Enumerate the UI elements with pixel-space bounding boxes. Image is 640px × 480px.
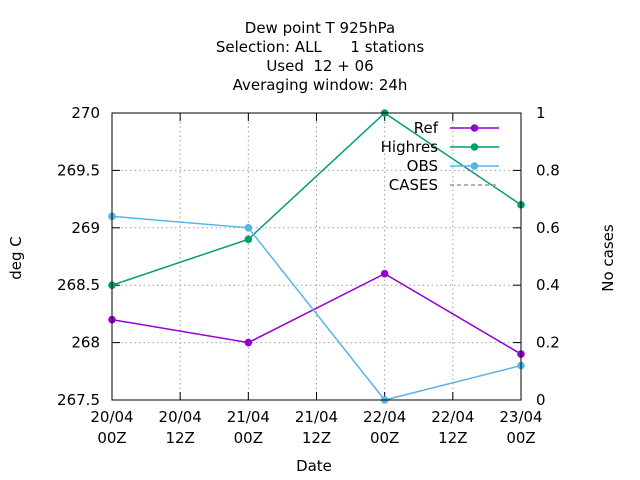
y-tick-label: 268	[71, 334, 100, 352]
x-tick-label-hour: 00Z	[506, 429, 535, 447]
legend-label-cases: CASES	[389, 176, 438, 194]
x-tick-label-date: 20/04	[90, 408, 133, 426]
plot-frame	[111, 112, 522, 401]
x-tick-label-hour: 12Z	[302, 429, 331, 447]
x-tick-label-hour: 00Z	[97, 429, 126, 447]
legend-label-highres: Highres	[381, 138, 439, 156]
y2-axis-label: No cases	[599, 224, 617, 292]
data-point-ref	[244, 338, 253, 347]
data-point-obs	[244, 224, 253, 232]
x-tick-label-date: 22/04	[431, 408, 474, 426]
y-axis-tick-labels: 267.5 268 268.5 269 269.5 270	[57, 104, 100, 409]
x-tick-label-hour: 00Z	[370, 429, 399, 447]
y-axis-label: deg C	[7, 236, 25, 280]
x-tick-label-hour: 00Z	[234, 429, 263, 447]
x-tick-label-date: 20/04	[159, 408, 202, 426]
title-line-3: Used 12 + 06	[266, 57, 373, 75]
y2-tick-label: 1	[536, 104, 546, 122]
data-point-highres	[244, 235, 253, 244]
title-line-2: Selection: ALL 1 stations	[216, 38, 424, 56]
title-line-1: Dew point T 925hPa	[245, 19, 395, 37]
legend-marker-ref	[470, 124, 479, 132]
x-axis-tick-labels: 20/04 00Z 20/04 12Z 21/04 00Z 21/04 12Z 22/04 00Z…	[90, 408, 542, 447]
x-tick-label-date: 21/04	[295, 408, 338, 426]
chart-title: Dew point T 925hPa Selection: ALL 1 stat…	[216, 19, 424, 94]
y-tick-label: 270	[71, 104, 100, 122]
x-tick-label-date: 21/04	[227, 408, 270, 426]
grid-lines	[112, 113, 521, 400]
y2-tick-label: 0.2	[536, 334, 560, 352]
legend-label-ref: Ref	[414, 119, 439, 137]
y2-tick-label: 0.8	[536, 161, 560, 179]
y-tick-label: 269.5	[57, 161, 100, 179]
x-axis-label: Date	[296, 457, 332, 475]
y-tick-label: 268.5	[57, 276, 100, 294]
y-tick-label: 267.5	[57, 391, 100, 409]
legend-label-obs: OBS	[407, 157, 438, 175]
x-tick-label-hour: 12Z	[438, 429, 467, 447]
plot-series	[108, 109, 525, 404]
x-tick-label-date: 22/04	[363, 408, 406, 426]
y2-tick-label: 0	[536, 391, 546, 409]
x-tick-label-hour: 12Z	[165, 429, 194, 447]
y2-axis-tick-labels: 0 0.2 0.4 0.6 0.8 1	[536, 104, 560, 409]
series-line-obs	[111, 215, 522, 401]
series-line-highres	[111, 112, 522, 286]
y2-tick-label: 0.6	[536, 219, 560, 237]
y2-tick-label: 0.4	[536, 276, 560, 294]
title-line-4: Averaging window: 24h	[233, 76, 408, 94]
data-point-ref	[380, 269, 389, 278]
y-tick-label: 269	[71, 219, 100, 237]
series-line-ref	[111, 272, 522, 355]
x-tick-label-date: 23/04	[499, 408, 542, 426]
legend-marker-obs	[470, 162, 479, 170]
legend-marker-highres	[470, 143, 479, 151]
